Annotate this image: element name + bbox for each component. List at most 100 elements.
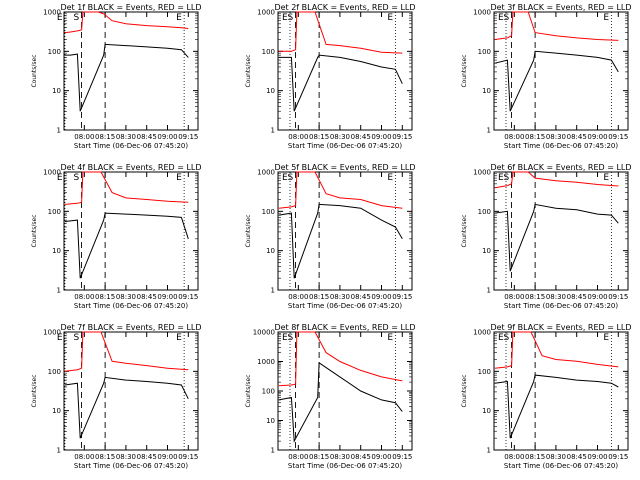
x-tick-label: 08:00 [504,453,524,461]
y-tick-label: 100 [262,208,275,216]
x-tick-label: 08:45 [137,293,157,301]
lld-series-line [494,11,619,41]
x-tick-label: 08:00 [74,293,94,301]
x-tick-label: 08:30 [116,453,136,461]
x-axis-label: Start Time (06-Dec-06 07:45:20) [74,142,188,150]
plot-frame [493,171,629,291]
plot-frame [493,331,629,451]
detector-panel: Det 5f BLACK = Events, RED = LLD Counts/s… [245,163,416,310]
y-tick-label: 1 [57,127,61,135]
x-tick-label: 08:30 [330,293,350,301]
plot-frame [63,11,199,131]
y-axis-label: Counts/sec [31,374,38,407]
detector-panel: Det 1f BLACK = Events, RED = LLD Counts/s… [31,3,202,150]
x-tick-label: 09:00 [587,453,607,461]
x-tick-label: 09:15 [178,453,198,461]
y-tick-label: 10 [266,247,275,255]
x-axis-label: Start Time (06-Dec-06 07:45:20) [504,302,618,310]
interval-marker-label: E [282,333,288,343]
x-tick-label: 08:30 [546,293,566,301]
events-series-line [64,212,189,279]
plot-frame [277,171,413,291]
y-tick-label: 100 [262,388,275,396]
x-tick-label: 09:15 [608,293,628,301]
plot-frame [63,171,199,291]
detector-panel: Det 4f BLACK = Events, RED = LLD Counts/s… [31,163,202,310]
interval-marker-label: E [57,173,63,183]
detector-panel: Det 9f BLACK = Events, RED = LLD Counts/s… [461,323,632,470]
x-tick-label: 09:15 [392,293,412,301]
y-tick-label: 10 [52,247,61,255]
y-tick-label: 100 [478,48,491,56]
detector-panel: Det 7f BLACK = Events, RED = LLD Counts/s… [31,323,202,470]
lld-series-line [494,171,619,189]
panel-title: Det 8f BLACK = Events, RED = LLD [274,323,415,332]
events-series-line [494,50,619,112]
y-tick-label: 1000 [43,329,61,337]
x-tick-label: 08:45 [351,133,371,141]
x-tick-label: 08:45 [567,293,587,301]
x-tick-label: 08:00 [504,293,524,301]
interval-marker-label: E [176,333,182,343]
events-series-line [278,361,403,443]
x-tick-label: 09:00 [157,293,177,301]
x-tick-label: 08:00 [74,453,94,461]
y-tick-label: 1 [487,127,491,135]
x-tick-label: 08:15 [95,453,115,461]
y-axis-label: Counts/sec [461,374,468,407]
y-tick-label: 1000 [43,169,61,177]
interval-marker-label: S [74,13,80,23]
panel-title: Det 3f BLACK = Events, RED = LLD [490,3,631,12]
lld-series-line [64,11,189,34]
panel-title: Det 9f BLACK = Events, RED = LLD [490,323,631,332]
x-tick-label: 08:15 [525,453,545,461]
y-tick-label: 1000 [257,9,275,17]
y-tick-label: 1 [487,287,491,295]
y-tick-label: 100 [478,208,491,216]
events-series-line [278,203,403,279]
x-tick-label: 09:15 [178,133,198,141]
interval-marker-label: E [498,13,504,23]
y-axis-label: Counts/sec [31,54,38,87]
interval-marker-label: E [498,173,504,183]
x-tick-label: 08:15 [309,293,329,301]
interval-marker-label: S [504,333,510,343]
y-tick-label: 1 [57,287,61,295]
x-tick-label: 09:00 [587,133,607,141]
x-tick-label: 08:15 [525,133,545,141]
y-tick-label: 1 [271,287,275,295]
interval-marker-label: S [504,13,510,23]
x-axis-label: Start Time (06-Dec-06 07:45:20) [74,462,188,470]
x-tick-label: 08:30 [116,293,136,301]
plot-frame [277,11,413,131]
y-tick-label: 1 [487,447,491,455]
x-tick-label: 08:45 [351,453,371,461]
x-tick-label: 09:15 [608,453,628,461]
x-axis-label: Start Time (06-Dec-06 07:45:20) [504,462,618,470]
y-tick-label: 1 [57,447,61,455]
x-axis-label: Start Time (06-Dec-06 07:45:20) [74,302,188,310]
interval-marker-label: E [387,333,393,343]
x-tick-label: 09:00 [371,453,391,461]
x-tick-label: 09:15 [392,133,412,141]
x-tick-label: 08:15 [95,293,115,301]
lld-series-line [64,171,189,205]
y-tick-label: 1000 [473,329,491,337]
x-tick-label: 08:45 [567,133,587,141]
events-series-line [494,203,619,272]
panel-title: Det 1f BLACK = Events, RED = LLD [60,3,201,12]
x-tick-label: 09:00 [157,453,177,461]
y-tick-label: 10 [266,87,275,95]
x-tick-label: 08:30 [546,133,566,141]
x-tick-label: 08:45 [351,293,371,301]
panel-title: Det 2f BLACK = Events, RED = LLD [274,3,415,12]
y-tick-label: 100 [48,48,61,56]
x-tick-label: 08:00 [504,133,524,141]
x-tick-label: 09:15 [178,293,198,301]
interval-marker-label: S [504,173,510,183]
y-tick-label: 1000 [257,358,275,366]
x-tick-label: 09:00 [371,133,391,141]
detector-panel: Det 3f BLACK = Events, RED = LLD Counts/s… [461,3,632,150]
y-tick-label: 1000 [473,9,491,17]
